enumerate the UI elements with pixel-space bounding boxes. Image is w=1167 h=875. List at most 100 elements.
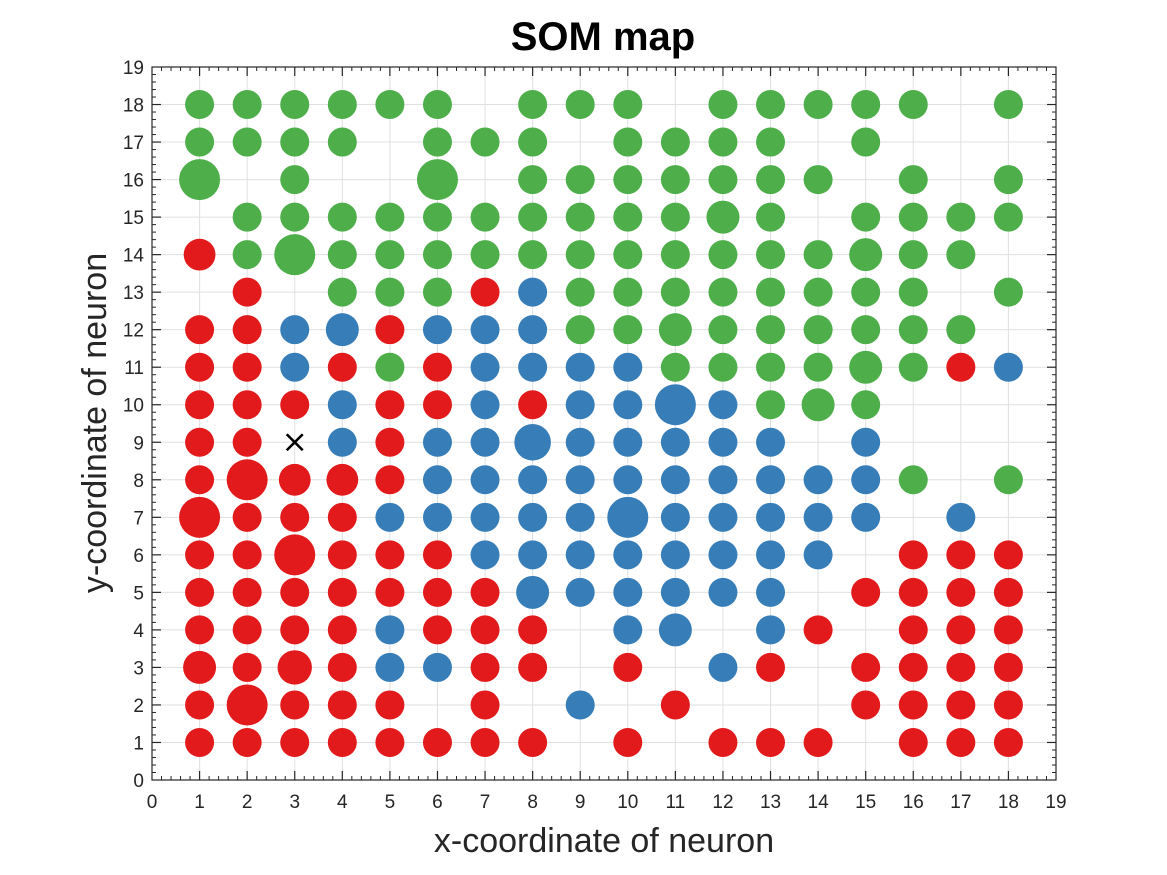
x-tick-label: 5: [385, 792, 396, 813]
data-point-blue: [613, 577, 643, 607]
data-point-red: [375, 727, 405, 757]
y-tick-label: 18: [123, 96, 144, 117]
data-point-red: [326, 463, 359, 496]
data-point-green: [660, 352, 690, 382]
data-point-blue: [565, 465, 595, 495]
data-point-blue: [327, 427, 357, 457]
data-point-blue: [470, 540, 500, 570]
data-point-red: [232, 277, 262, 307]
data-point-red: [851, 652, 881, 682]
data-point-blue: [470, 502, 500, 532]
data-point-red: [470, 727, 500, 757]
data-point-blue: [756, 502, 786, 532]
data-point-blue: [851, 465, 881, 495]
data-point-green: [708, 277, 738, 307]
data-point-blue: [613, 390, 643, 420]
data-point-red: [226, 459, 268, 501]
data-point-green: [993, 277, 1023, 307]
data-point-red: [280, 690, 310, 720]
data-point-blue: [851, 502, 881, 532]
data-point-green: [185, 90, 215, 120]
data-point-red: [327, 352, 357, 382]
y-tick-label: 1: [133, 733, 144, 754]
data-point-blue: [516, 575, 550, 609]
data-point-blue: [803, 502, 833, 532]
data-point-blue: [518, 277, 548, 307]
x-tick-label: 3: [289, 792, 300, 813]
y-tick-label: 4: [133, 621, 144, 642]
data-point-blue: [946, 502, 976, 532]
data-point-blue: [565, 690, 595, 720]
y-tick-label: 15: [123, 208, 144, 229]
data-point-red: [946, 577, 976, 607]
data-point-green: [185, 127, 215, 157]
data-point-green: [375, 240, 405, 270]
data-point-green: [565, 240, 595, 270]
data-point-green: [470, 240, 500, 270]
data-point-green: [993, 202, 1023, 232]
data-point-green: [803, 352, 833, 382]
data-point-blue: [280, 315, 310, 345]
data-point-blue: [514, 423, 551, 461]
data-point-red: [708, 727, 738, 757]
data-point-red: [185, 540, 215, 570]
data-point-red: [232, 352, 262, 382]
data-point-red: [898, 652, 928, 682]
data-point-red: [898, 690, 928, 720]
data-point-red: [898, 727, 928, 757]
data-point-blue: [851, 427, 881, 457]
data-point-green: [416, 159, 458, 201]
data-point-green: [232, 240, 262, 270]
data-point-green: [756, 315, 786, 345]
data-point-green: [280, 90, 310, 120]
data-point-green: [803, 90, 833, 120]
data-point-red: [470, 690, 500, 720]
y-tick-label: 2: [133, 696, 144, 717]
data-point-green: [708, 352, 738, 382]
x-tick-label: 10: [617, 792, 638, 813]
data-points: [179, 90, 1023, 757]
data-point-red: [375, 315, 405, 345]
data-point-blue: [756, 615, 786, 645]
data-point-red: [518, 615, 548, 645]
data-point-green: [179, 159, 221, 201]
data-point-red: [422, 727, 452, 757]
data-point-blue: [607, 496, 649, 538]
data-point-green: [708, 127, 738, 157]
data-point-blue: [470, 390, 500, 420]
data-point-green: [565, 202, 595, 232]
data-point-green: [851, 202, 881, 232]
data-point-green: [565, 165, 595, 195]
data-point-red: [280, 577, 310, 607]
data-point-red: [422, 615, 452, 645]
data-point-green: [849, 238, 883, 272]
data-point-green: [280, 202, 310, 232]
data-point-red: [946, 352, 976, 382]
data-point-red: [232, 390, 262, 420]
data-point-blue: [756, 540, 786, 570]
data-point-red: [518, 652, 548, 682]
data-point-green: [993, 465, 1023, 495]
data-point-blue: [375, 652, 405, 682]
data-point-green: [898, 315, 928, 345]
data-point-red: [803, 615, 833, 645]
data-point-green: [232, 90, 262, 120]
cross-markers: [285, 433, 304, 452]
data-point-green: [613, 202, 643, 232]
data-point-green: [898, 90, 928, 120]
data-point-red: [993, 577, 1023, 607]
data-point-blue: [708, 465, 738, 495]
plot-frame: [151, 66, 1057, 781]
data-point-green: [422, 90, 452, 120]
data-point-green: [232, 202, 262, 232]
data-point-green: [851, 390, 881, 420]
data-point-red: [375, 577, 405, 607]
data-point-red: [993, 727, 1023, 757]
data-point-red: [185, 315, 215, 345]
data-point-red: [470, 652, 500, 682]
data-point-red: [898, 615, 928, 645]
data-point-blue: [803, 540, 833, 570]
data-point-red: [327, 615, 357, 645]
